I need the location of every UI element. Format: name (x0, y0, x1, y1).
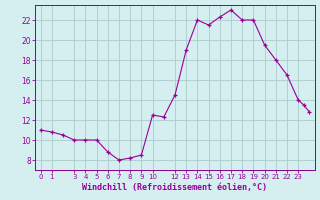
X-axis label: Windchill (Refroidissement éolien,°C): Windchill (Refroidissement éolien,°C) (83, 183, 268, 192)
